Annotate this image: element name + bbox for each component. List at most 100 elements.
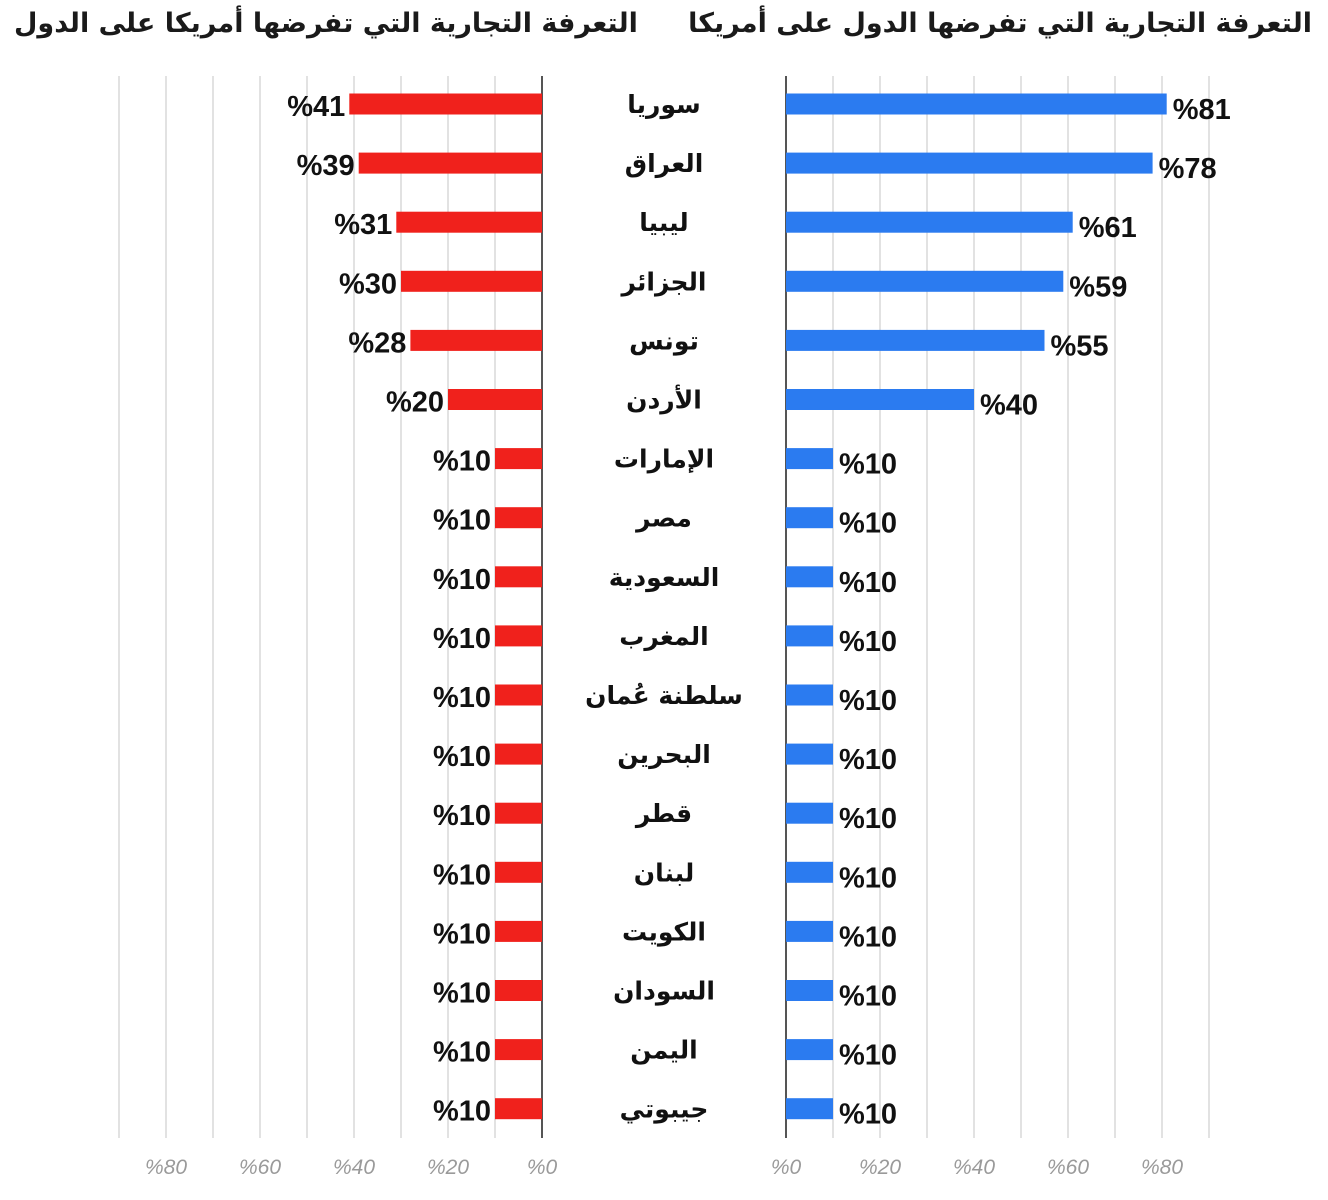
us-tariff-bar: [495, 448, 542, 470]
us-tariff-bar: [495, 861, 542, 883]
left-chart-tick-label: %20: [427, 1156, 469, 1179]
us-tariff-value-label: %30: [339, 268, 397, 300]
us-tariff-bar: [495, 802, 542, 824]
countries-tariff-bar: [786, 861, 833, 883]
countries-tariff-bar: [786, 684, 833, 706]
countries-tariffs-chart-title: التعرفة التجارية التي تفرضها الدول على أ…: [688, 8, 1312, 39]
countries-tariff-value-label: %81: [1173, 94, 1231, 126]
us-tariff-value-label: %10: [433, 682, 491, 714]
countries-tariff-value-label: %61: [1079, 212, 1137, 244]
us-tariffs-chart-title: التعرفة التجارية التي تفرضها أمريكا على …: [14, 8, 638, 39]
country-label: ليبيا: [639, 208, 688, 237]
us-tariff-bar: [495, 1098, 542, 1120]
us-tariff-bar: [495, 684, 542, 706]
country-label: العراق: [625, 149, 704, 179]
countries-tariff-bar: [786, 507, 833, 529]
us-tariff-value-label: %10: [433, 1096, 491, 1128]
countries-tariff-bar: [786, 448, 833, 470]
countries-tariff-bar: [786, 920, 833, 942]
us-tariff-value-label: %39: [297, 150, 355, 182]
countries-tariff-bar: [786, 329, 1045, 351]
us-tariff-bar: [401, 270, 542, 292]
country-label: سلطنة عُمان: [585, 681, 743, 710]
country-label: مصر: [634, 504, 692, 534]
us-tariff-value-label: %10: [433, 918, 491, 950]
country-label: السودان: [613, 977, 715, 1007]
countries-tariff-value-label: %10: [839, 567, 897, 599]
countries-tariff-value-label: %10: [839, 981, 897, 1013]
us-tariff-bar: [358, 152, 542, 174]
us-tariff-value-label: %10: [433, 800, 491, 832]
country-label: لبنان: [634, 858, 695, 887]
us-tariff-bar: [396, 211, 542, 233]
right-chart-tick-label: %60: [1047, 1156, 1089, 1179]
countries-tariff-bar: [786, 980, 833, 1001]
right-chart-tick-label: %80: [1141, 1156, 1183, 1179]
country-label: البحرين: [617, 740, 711, 770]
us-tariff-value-label: %20: [386, 387, 444, 419]
country-label: قطر: [634, 799, 692, 829]
us-tariff-value-label: %10: [433, 859, 491, 891]
countries-tariff-value-label: %59: [1069, 271, 1127, 303]
us-tariff-value-label: %10: [433, 623, 491, 655]
us-tariff-bar: [495, 507, 542, 529]
countries-tariff-value-label: %10: [839, 508, 897, 540]
us-tariff-bar: [495, 920, 542, 942]
country-label: تونس: [629, 326, 699, 356]
countries-tariff-value-label: %10: [839, 1040, 897, 1072]
us-tariff-value-label: %41: [287, 91, 345, 123]
countries-tariff-bar: [786, 211, 1073, 233]
us-tariff-value-label: %28: [348, 327, 406, 359]
right-chart-tick-label: %0: [771, 1156, 802, 1179]
us-tariff-bar: [448, 389, 542, 410]
country-label: اليمن: [630, 1036, 697, 1066]
us-tariff-value-label: %10: [433, 1037, 491, 1069]
countries-tariff-bar: [786, 389, 974, 410]
countries-tariff-value-label: %10: [839, 626, 897, 658]
right-chart-tick-label: %20: [859, 1156, 901, 1179]
us-tariff-value-label: %10: [433, 446, 491, 478]
countries-tariff-value-label: %10: [839, 803, 897, 835]
countries-tariff-bar: [786, 743, 833, 765]
us-tariff-value-label: %10: [433, 564, 491, 596]
countries-tariff-value-label: %10: [839, 921, 897, 953]
countries-tariff-value-label: %40: [980, 390, 1038, 422]
countries-tariff-bar: [786, 802, 833, 824]
us-tariff-value-label: %10: [433, 505, 491, 537]
us-tariff-bar: [495, 566, 542, 588]
country-label: سوريا: [627, 90, 700, 120]
countries-tariff-value-label: %78: [1159, 153, 1217, 185]
us-tariff-value-label: %10: [433, 741, 491, 773]
countries-tariff-value-label: %10: [839, 685, 897, 717]
right-chart-tick-label: %40: [953, 1156, 995, 1179]
countries-tariff-bar: [786, 566, 833, 588]
country-label: جيبوتي: [620, 1095, 709, 1125]
country-label: الكويت: [622, 917, 706, 947]
us-tariff-bar: [410, 329, 542, 351]
us-tariff-value-label: %10: [433, 978, 491, 1010]
countries-tariff-value-label: %10: [839, 1099, 897, 1131]
countries-tariff-bar: [786, 270, 1064, 292]
left-chart-tick-label: %40: [333, 1156, 375, 1179]
left-chart-tick-label: %60: [239, 1156, 281, 1179]
left-chart-tick-label: %0: [527, 1156, 558, 1179]
country-label: الأردن: [626, 385, 702, 415]
us-tariff-bar: [349, 93, 542, 115]
left-chart-tick-label: %80: [145, 1156, 187, 1179]
countries-tariff-bar: [786, 625, 833, 647]
country-label: السعودية: [609, 563, 720, 593]
us-tariff-bar: [495, 980, 542, 1001]
us-tariff-bar: [495, 743, 542, 765]
countries-tariff-bar: [786, 93, 1167, 115]
countries-tariff-value-label: %10: [839, 744, 897, 776]
country-label: المغرب: [619, 622, 709, 652]
us-tariff-bar: [495, 625, 542, 647]
countries-tariff-bar: [786, 152, 1153, 174]
countries-tariff-value-label: %10: [839, 449, 897, 481]
us-tariff-bar: [495, 1039, 542, 1061]
countries-tariff-value-label: %10: [839, 862, 897, 894]
countries-tariff-bar: [786, 1098, 833, 1120]
countries-tariff-bar: [786, 1039, 833, 1061]
countries-tariff-value-label: %55: [1051, 330, 1109, 362]
